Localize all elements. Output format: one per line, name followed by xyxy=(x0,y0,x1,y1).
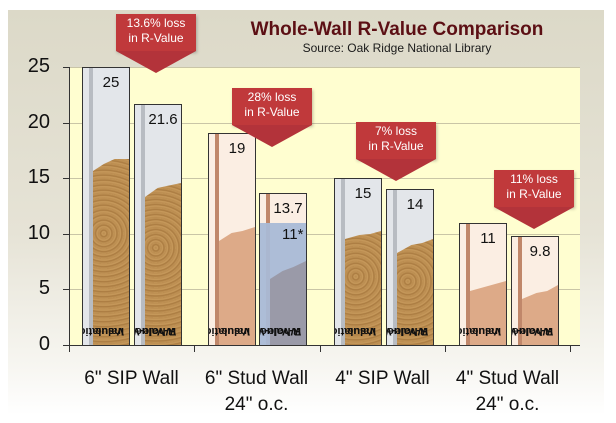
gridline xyxy=(69,234,580,235)
y-tick-label: 5 xyxy=(38,277,50,299)
bar-value-label: 13.7 xyxy=(273,200,303,217)
x-tick xyxy=(445,345,446,352)
bar-value-label: 15 xyxy=(354,185,372,202)
insulation-fill xyxy=(345,231,381,345)
bar-insulation-value: 15 InsulationValue xyxy=(334,178,382,346)
y-tick-label: 0 xyxy=(38,333,50,355)
y-tick xyxy=(63,289,69,290)
y-tick xyxy=(63,178,69,179)
bar-value-label: 14 xyxy=(406,196,424,213)
x-category-label: 6" Stud Wall 24" o.c. xyxy=(204,368,309,415)
bar-value-label: 25 xyxy=(102,74,120,91)
arrow-body: 28% loss in R-Value xyxy=(232,88,312,125)
gridline xyxy=(69,67,580,68)
y-axis xyxy=(69,67,70,346)
x-category-label: 4" Stud Wall 24" o.c. xyxy=(455,368,560,415)
arrow-body: 7% loss in R-Value xyxy=(356,122,436,159)
x-tick xyxy=(69,345,70,352)
bar-value-label: 11 xyxy=(480,230,496,247)
y-tick xyxy=(63,123,69,124)
insulation-fill xyxy=(219,227,255,345)
y-tick xyxy=(63,67,69,68)
bar-insulation-value: 25 InsulationValue xyxy=(82,67,130,346)
down-arrow-icon xyxy=(232,125,312,147)
gridline xyxy=(69,178,580,179)
chart-subtitle: Source: Oak Ridge National Library xyxy=(302,41,492,55)
x-tick xyxy=(320,345,321,352)
insulation-fill xyxy=(470,281,506,345)
insulation-fill xyxy=(93,159,129,345)
insulation-fill xyxy=(145,183,181,345)
y-tick-label: 25 xyxy=(27,55,50,77)
bar-value-label: 21.6 xyxy=(148,111,178,128)
down-arrow-icon xyxy=(494,207,574,229)
bar-value-label: 9.8 xyxy=(529,243,551,260)
insulation-fill xyxy=(397,239,433,345)
arrow-body: 11% loss in R-Value xyxy=(494,170,574,207)
y-tick xyxy=(63,345,69,346)
x-axis xyxy=(69,345,580,346)
x-tick xyxy=(570,345,571,352)
gridline xyxy=(69,289,580,290)
x-tick xyxy=(194,345,195,352)
x-category-label: 4" SIP Wall xyxy=(335,368,430,389)
y-tick-label: 10 xyxy=(27,222,50,244)
x-category-label: 6" SIP Wall xyxy=(84,368,179,389)
arrow-body: 13.6% loss in R-Value xyxy=(116,14,196,51)
chart-title: Whole-Wall R-Value Comparison xyxy=(250,19,544,40)
y-tick-label: 20 xyxy=(27,111,50,133)
down-arrow-icon xyxy=(116,51,196,73)
adjusted-value-label: 11* xyxy=(282,226,304,243)
gridline xyxy=(69,123,580,124)
y-tick xyxy=(63,234,69,235)
down-arrow-icon xyxy=(356,159,436,181)
bar-insulation-value: 11 InsulationValue xyxy=(459,223,507,346)
bar-insulation-value: 19 InsulationValue xyxy=(208,133,256,346)
y-tick-label: 15 xyxy=(27,166,50,188)
